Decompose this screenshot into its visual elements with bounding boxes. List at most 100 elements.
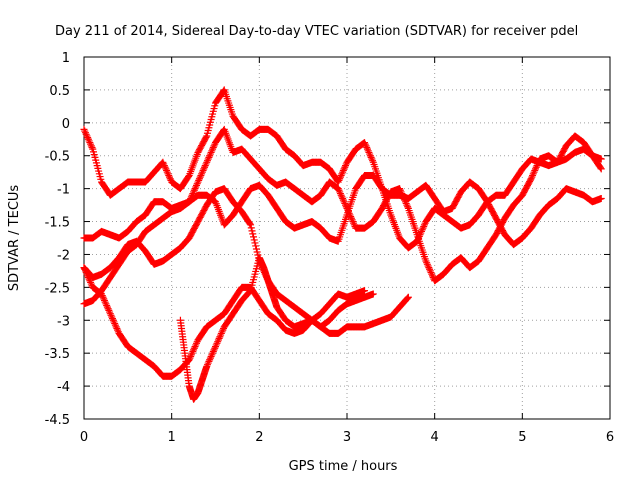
data-point [369,157,377,165]
data-point [188,349,196,357]
data-point [369,290,377,298]
data-point [210,142,218,150]
data-point [105,306,113,314]
data-point [426,267,434,275]
x-tick-label: 0 [80,430,88,445]
data-point [205,153,213,161]
data-point [335,176,343,184]
data-point [81,127,89,135]
y-tick-label: -1.5 [45,216,70,231]
data-point [185,356,193,364]
data-point [198,168,206,176]
axis-ticks: 0 1 2 3 4 5 6 1 0.5 0 -0.5 -1 -1.5 -2 -2.5 -3 -3.5 -4 -4.5 [45,51,615,445]
data-point [247,224,255,232]
data-point [210,346,218,354]
data-point [205,357,213,365]
data-point [365,148,373,156]
data-point [249,233,257,241]
data-point [196,173,204,181]
data-point [200,165,208,173]
data-point [252,242,260,250]
data-point [529,170,537,178]
data-point [191,343,199,351]
data-point [339,195,347,203]
x-axis-label: GPS time / hours [289,459,398,474]
data-point [186,196,194,204]
data-point [190,344,198,352]
data-point [187,195,195,203]
x-tick-label: 2 [255,430,263,445]
data-point [108,315,116,323]
data-point [534,160,542,168]
data-point [214,336,222,344]
data-markers [80,86,605,403]
data-point [367,153,375,161]
data-point [532,163,540,171]
data-point [396,185,404,193]
data-point [339,196,347,204]
data-point [420,221,428,229]
data-point [103,301,111,309]
data-point [426,265,434,273]
data-point [399,193,407,201]
data-point [80,125,88,133]
data-point [427,269,435,277]
grid [84,57,610,419]
data-point [187,193,195,201]
data-point [341,163,349,171]
data-point [207,148,215,156]
data-point [342,201,350,209]
data-point [190,346,198,354]
data-point [195,176,203,184]
data-point [339,167,347,175]
data-point [163,168,171,176]
data-point [346,211,354,219]
data-point [422,257,430,265]
y-tick-label: -0.5 [45,150,70,165]
data-point [98,290,106,298]
data-point [337,191,345,199]
data-point [102,300,110,308]
data-point [162,165,170,173]
data-point [249,230,257,238]
data-point [87,280,95,288]
data-point [209,348,217,356]
data-point [350,219,358,227]
data-point [531,165,539,173]
data-point [248,227,256,235]
data-point [428,272,436,280]
data-point [160,160,168,168]
data-point [184,173,192,181]
data-point [84,135,92,143]
data-point [84,134,92,142]
data-point [111,321,119,329]
data-point [87,140,95,148]
data-point [404,203,412,211]
data-point [336,175,344,183]
data-point [349,218,357,226]
data-point [192,183,200,191]
data-point [164,170,172,178]
data-point [159,158,167,166]
data-point [531,167,539,175]
data-point [194,178,202,186]
data-point [188,191,196,199]
data-point [597,195,605,203]
data-point [396,186,404,194]
data-point [193,339,201,347]
data-point [344,208,352,216]
data-point [368,155,376,163]
data-point [402,199,410,207]
data-point [418,226,426,234]
data-point [202,133,210,141]
data-point [204,359,212,367]
y-tick-label: 0.5 [49,84,70,99]
data-point [526,176,534,184]
data-point [533,162,541,170]
chart-title: Day 211 of 2014, Sidereal Day-to-day VTE… [55,24,578,39]
y-tick-label: -2.5 [45,281,70,296]
data-point [108,313,116,321]
data-point [201,163,209,171]
data-point [334,178,342,186]
